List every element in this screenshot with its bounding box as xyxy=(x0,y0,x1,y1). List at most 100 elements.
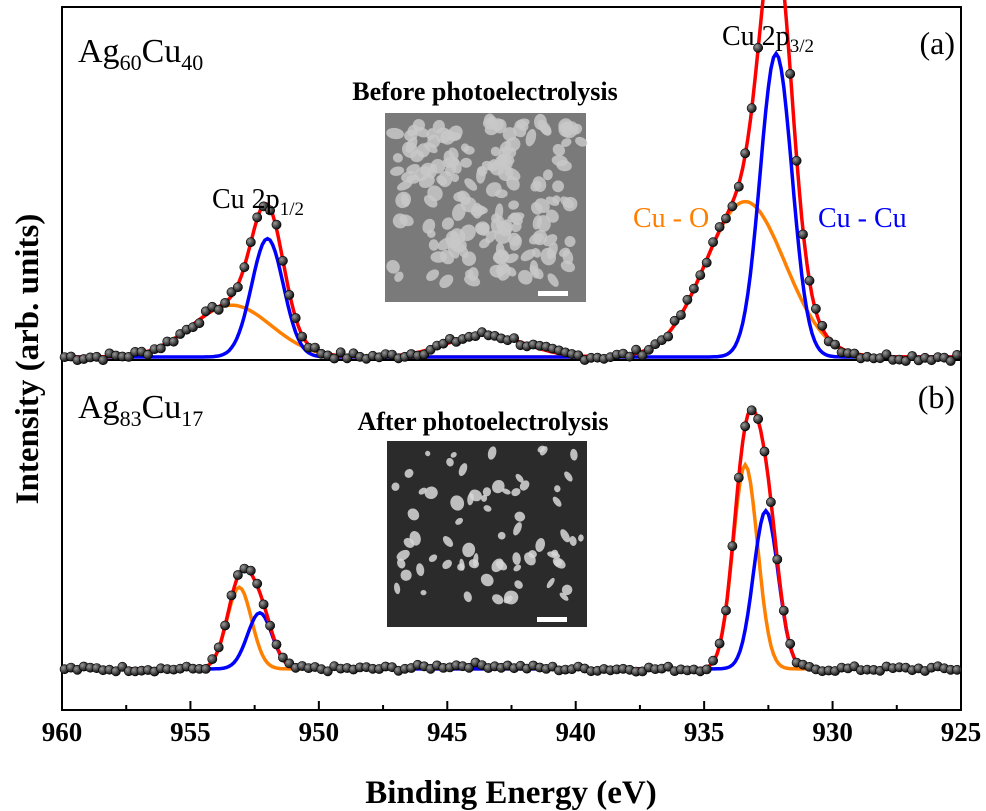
data-point xyxy=(740,421,751,432)
sem-grain xyxy=(487,446,497,460)
sem-grain xyxy=(461,251,477,267)
sem-grain xyxy=(480,573,494,587)
sem-grain xyxy=(483,505,492,512)
sem-grain xyxy=(435,127,452,144)
data-point xyxy=(727,201,738,212)
sem-grain xyxy=(410,150,424,163)
sem-grain xyxy=(462,542,476,558)
composition-label-b: Ag83Cu17 xyxy=(78,389,203,431)
sem-grain xyxy=(459,558,465,571)
sem-grain xyxy=(459,224,476,242)
sem-grain xyxy=(450,495,465,511)
data-point xyxy=(245,237,256,248)
x-tick-label: 935 xyxy=(684,717,725,747)
sem-grain xyxy=(560,529,570,543)
sem-grain xyxy=(525,129,537,147)
sem-grain xyxy=(509,235,522,251)
sem-grain xyxy=(492,479,505,494)
sem-grain xyxy=(436,175,448,186)
data-point xyxy=(232,282,243,293)
sem-grain xyxy=(394,582,401,595)
data-point xyxy=(200,664,211,674)
data-point xyxy=(631,344,641,355)
data-point xyxy=(721,605,731,616)
sem-grain xyxy=(578,534,584,542)
sem-grain xyxy=(547,273,559,287)
sem-grain xyxy=(514,511,526,522)
y-axis-title: Intensity (arb. units) xyxy=(10,214,46,505)
sem-grain xyxy=(455,517,464,525)
sem-grain xyxy=(558,121,574,138)
sem-grain xyxy=(464,178,478,191)
sem-grain xyxy=(524,552,536,566)
sem-grain xyxy=(407,508,420,521)
data-point xyxy=(727,541,738,551)
data-point xyxy=(733,472,744,483)
x-tick-label: 950 xyxy=(299,717,340,747)
x-tick-label: 930 xyxy=(812,717,853,747)
sem-grain xyxy=(499,140,512,152)
data-point xyxy=(817,320,828,331)
sem-grain xyxy=(511,488,521,497)
data-point xyxy=(213,304,224,315)
data-point xyxy=(952,664,962,675)
sem-grain xyxy=(530,180,542,192)
data-point xyxy=(271,639,282,650)
sem-grain xyxy=(535,538,546,552)
sem-grain xyxy=(386,127,404,140)
sem-grain xyxy=(545,209,559,223)
sem-grain xyxy=(481,494,488,502)
data-point xyxy=(207,654,218,665)
sem-grain xyxy=(420,589,427,596)
sem-grain xyxy=(509,212,523,226)
data-point xyxy=(252,212,263,223)
x-tick-label: 945 xyxy=(427,717,468,747)
sem-grain xyxy=(559,592,569,601)
sem-grain xyxy=(400,569,412,581)
sem-grain xyxy=(479,238,490,249)
x-tick-label: 955 xyxy=(170,717,211,747)
data-point xyxy=(310,342,320,353)
sem-grain xyxy=(427,185,443,202)
sem-grain xyxy=(561,138,572,147)
data-point xyxy=(271,219,282,230)
sem-grain xyxy=(542,169,553,181)
legend-cu-cu: Cu - Cu xyxy=(818,203,907,234)
data-point xyxy=(778,605,789,616)
data-point xyxy=(663,331,674,342)
composition-label-a: Ag60Cu40 xyxy=(78,33,203,75)
data-point xyxy=(714,222,725,232)
sem-grain xyxy=(428,239,439,251)
data-point xyxy=(881,349,892,360)
sem-grain xyxy=(471,202,483,219)
x-axis: 960 955 950 945 940 935 930 925 xyxy=(42,701,981,747)
sem-grain xyxy=(546,242,558,260)
data-point xyxy=(155,343,166,354)
sem-grain xyxy=(405,136,418,153)
sem-grain xyxy=(426,128,436,140)
sem-grain xyxy=(416,563,425,577)
sem-grain xyxy=(394,271,404,282)
sem-grain xyxy=(441,217,454,230)
sem-grain xyxy=(496,262,509,276)
sem-grain xyxy=(445,230,461,249)
data-point xyxy=(624,351,635,362)
sem-grain xyxy=(560,196,574,209)
data-point xyxy=(689,283,699,294)
sem-grain xyxy=(562,249,574,265)
data-point xyxy=(329,353,340,364)
data-point xyxy=(785,69,796,79)
data-point xyxy=(143,349,153,360)
data-point xyxy=(798,229,808,240)
fit-component-cu-cu-a xyxy=(62,50,959,359)
sem-grain xyxy=(519,480,530,491)
sem-grain xyxy=(508,200,519,210)
sem-grain xyxy=(401,171,417,183)
sem-grain xyxy=(482,487,492,497)
sem-grain xyxy=(561,584,573,596)
sem-grain xyxy=(546,577,555,589)
peak-label-cu2p12: Cu 2p1/2 xyxy=(212,184,304,220)
data-point xyxy=(322,666,333,677)
sem-grain xyxy=(490,146,501,157)
